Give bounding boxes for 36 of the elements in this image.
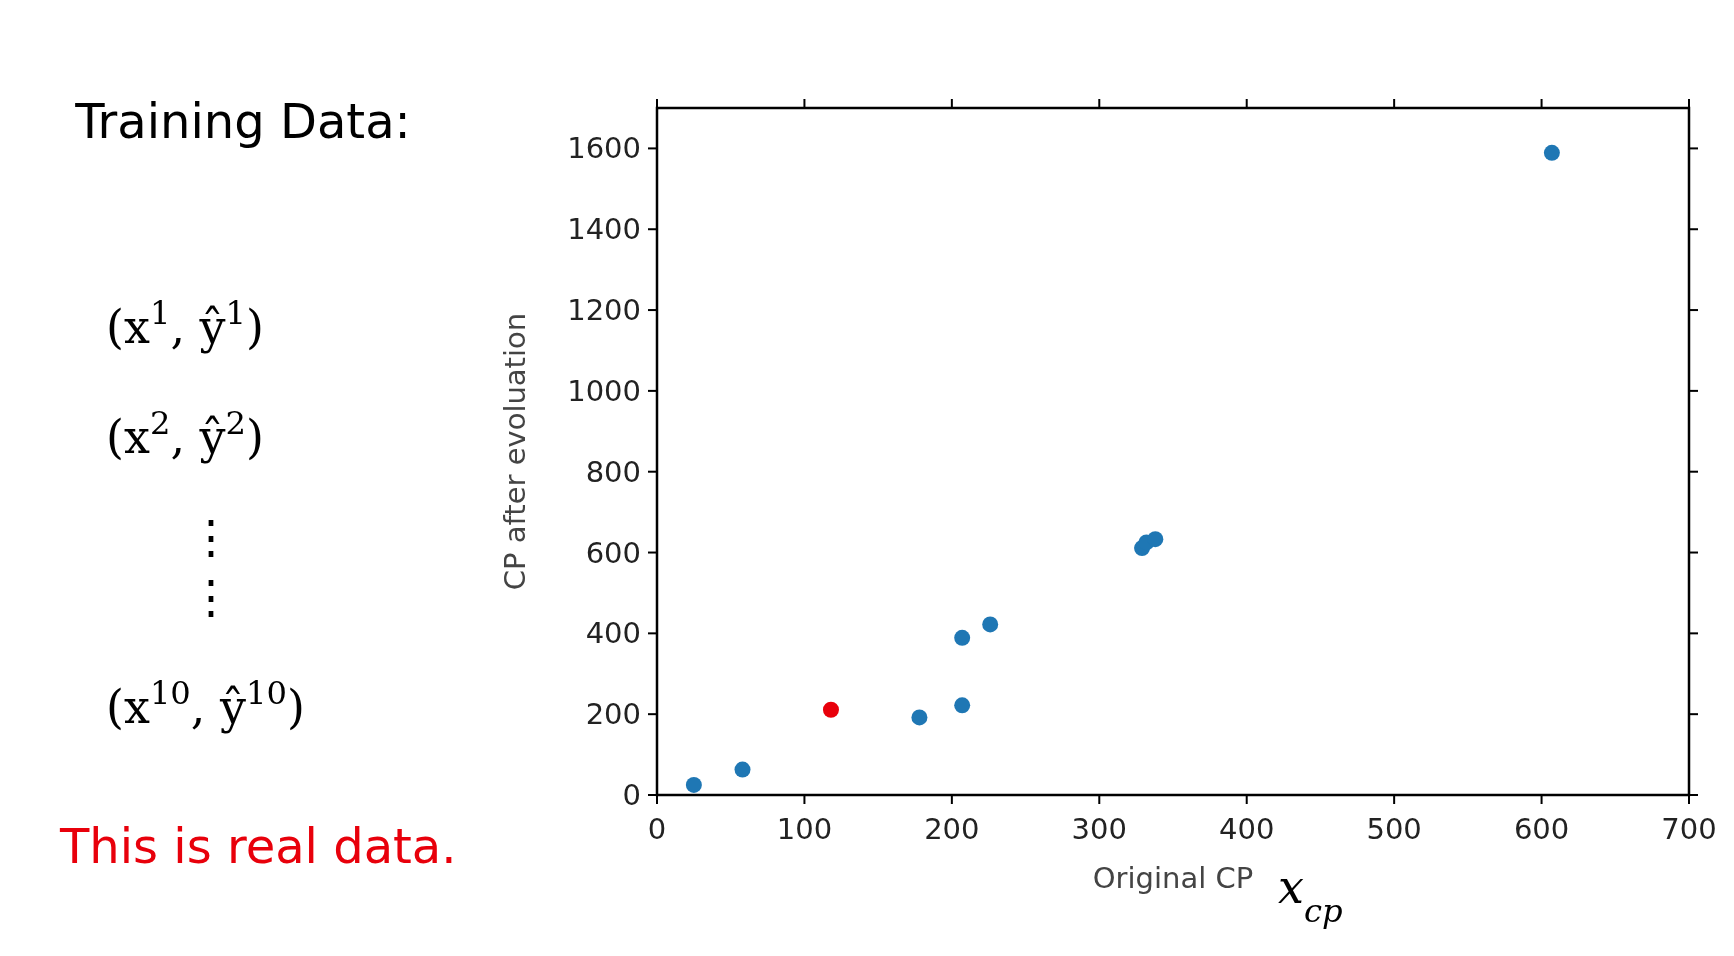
text: Training Data:	[74, 93, 411, 149]
y-tick-label: 600	[585, 535, 641, 570]
text: This is real data.	[59, 818, 457, 874]
x-tick-label: 600	[1513, 812, 1570, 846]
point	[982, 616, 999, 633]
x-tick-label: 300	[1071, 812, 1127, 846]
point	[1147, 531, 1164, 548]
y-tick-label: 1200	[567, 293, 641, 328]
text: ⋮	[188, 570, 234, 624]
point	[1543, 144, 1560, 161]
text: (x$^{2}$, ŷ$^{2}$)	[106, 404, 265, 464]
text: (x$^{1}$, ŷ$^{1}$)	[106, 294, 265, 354]
x-tick-label: 400	[1219, 812, 1275, 846]
x-tick-label: 0	[647, 812, 667, 846]
x-tick-label: 100	[776, 812, 833, 846]
y-axis-title: CP after evoluation	[498, 312, 532, 591]
y-tick-label: 1400	[567, 212, 641, 247]
text: ⋮	[188, 510, 234, 564]
x-tick-label: 700	[1661, 812, 1717, 846]
x-axis-title: Original CP	[1092, 861, 1254, 895]
point	[911, 709, 928, 726]
y-tick-label: 1600	[567, 131, 641, 166]
point	[822, 701, 839, 718]
point	[954, 629, 971, 646]
point	[954, 697, 971, 714]
y-tick-label: 1000	[567, 373, 641, 408]
y-tick-label: 800	[585, 454, 641, 489]
y-tick-label: 200	[585, 697, 641, 732]
point	[685, 776, 702, 793]
x-tick-label: 500	[1366, 812, 1422, 846]
point	[734, 761, 751, 778]
text: (x$^{10}$, ŷ$^{10}$)	[106, 674, 306, 734]
y-tick-label: 0	[622, 778, 641, 812]
x-tick-label: 200	[924, 812, 980, 846]
text: x$_{cp}$	[1278, 860, 1343, 930]
y-tick-label: 400	[585, 616, 641, 651]
